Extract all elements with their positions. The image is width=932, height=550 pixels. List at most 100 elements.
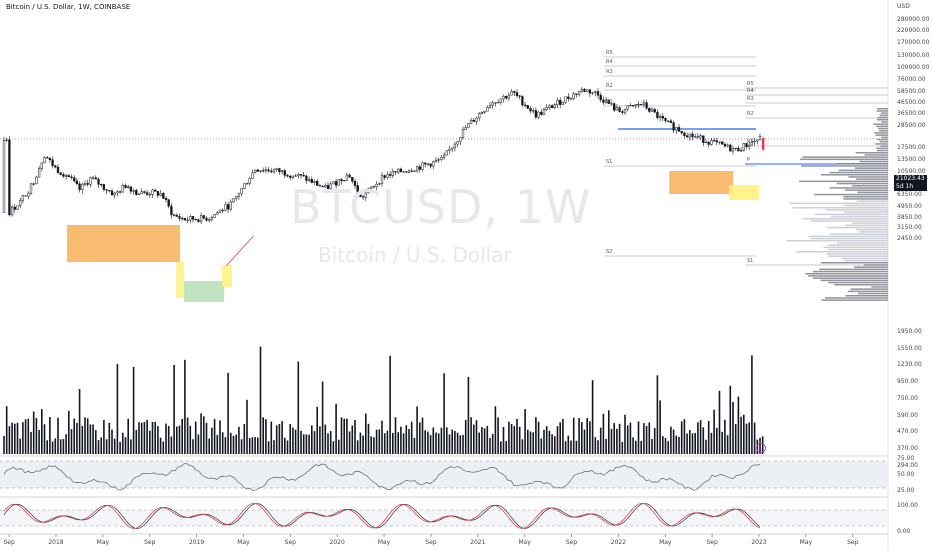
candle-body [405,171,408,173]
time-axis-label: Sep [566,539,578,546]
volume-bar [319,426,321,454]
candle-body [237,193,241,197]
candle-body [432,161,435,167]
volume-profile-bar [856,200,888,202]
pivot-label: R3 [747,96,754,102]
candle-body [478,113,481,119]
volume-profile-bar [859,231,888,233]
volume-bar [672,429,675,454]
volume-bar [76,422,78,454]
candle-body [675,127,678,131]
volume-bar [103,419,105,454]
price-axis-label: 170000.00 [897,39,930,47]
volume-bar [351,425,354,454]
candle-body [510,91,513,96]
candle-body [113,192,116,196]
candle-body [216,212,219,215]
volume-bar [340,417,343,454]
candle-body [143,191,146,193]
pivot-label: R1 [606,99,613,105]
volume-bar [365,413,367,454]
candle-body [278,168,281,173]
volume-profile-bar [845,295,888,297]
volume-bar [548,430,551,454]
volume-bar [335,403,337,454]
volume-profile-bar [808,275,888,277]
candle-body [194,219,197,221]
candle-body [564,96,567,103]
volume-bar [464,420,467,454]
candle-body [97,178,100,185]
volume-bar [586,418,588,454]
volume-bar [119,441,121,454]
volume-bar [313,431,316,454]
volume-bar [462,434,464,454]
candle-body [2,140,6,213]
candle-body [750,141,754,146]
volume-bar [643,423,645,454]
candle-body [289,175,292,178]
volume-bar [289,423,291,454]
volume-bar [343,418,345,454]
volume-bar [248,438,251,454]
candle-body [46,157,49,159]
candle-body [10,206,14,216]
volume-bar [602,413,605,454]
rsi-axis-label: 25.00 [897,487,915,494]
volume-bar [327,433,329,454]
volume-bar [97,440,100,454]
candle-body [297,174,300,177]
candle-body [710,140,713,145]
volume-profile-bar [802,156,888,158]
candle-body [264,169,268,172]
event-marker-icon[interactable] [756,443,766,453]
volume-bar [500,441,502,454]
candle-body [658,115,662,118]
volume-profile-bar [812,277,888,279]
volume-profile-bar [810,220,888,222]
volume-bar [203,416,205,454]
candle-body [699,135,702,138]
volume-bar [86,418,89,454]
volume-bar [240,439,243,454]
candle-body [324,185,327,188]
candle-body [205,217,208,221]
volume-bar [375,429,378,454]
volume-bar [616,428,618,454]
candle-body [680,131,683,134]
volume-bar [286,440,289,454]
candle-body [583,88,586,92]
volume-bar [348,431,351,454]
volume-bar [151,421,154,454]
volume-bar [599,427,602,454]
volume-bar [618,423,621,454]
volume-bar [572,417,575,454]
candle-body [326,185,330,189]
volume-bar [265,419,267,454]
volume-bar [238,426,240,454]
volume-bar [664,438,667,454]
volume-bar [281,421,283,454]
stoch-axis-label: 100.00 [897,502,918,509]
volume-bar [610,429,613,454]
volume-bar [613,423,615,454]
candle-body [56,166,60,174]
volume-bar [662,436,664,454]
time-axis-label: Sep [285,539,297,546]
candle-body [591,92,594,94]
volume-bar [243,424,246,454]
bar-countdown: 5d 1h [896,183,914,190]
candle-body [526,105,529,109]
candle-body [631,105,635,107]
volume-bar [192,439,194,454]
time-axis-label: Sep [847,539,859,546]
candle-body [685,135,689,138]
volume-bar [427,431,429,454]
volume-bar [300,430,302,454]
volume-profile-bar [847,290,888,293]
volume-profile-bar [814,213,888,216]
candle-body [386,174,389,178]
price-axis-label: 6350.00 [897,191,922,199]
volume-bar [432,427,435,454]
